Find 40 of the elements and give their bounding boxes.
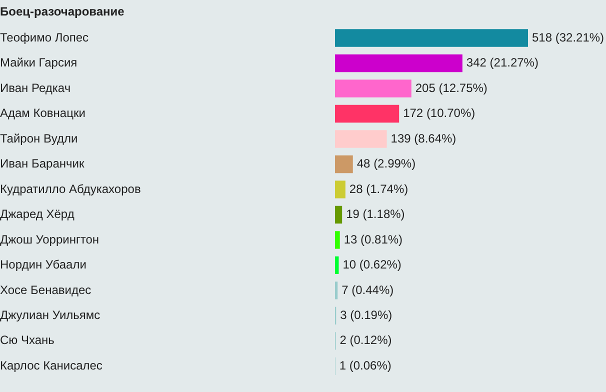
data-label: 13 (0.81%) bbox=[344, 232, 403, 246]
data-label: 205 (12.75%) bbox=[415, 80, 488, 95]
y-tick-label: Адам Ковнацки bbox=[0, 106, 86, 120]
text: Боец-разочарование bbox=[0, 4, 125, 19]
bar bbox=[335, 29, 528, 47]
y-tick-label: Теофимо Лопес bbox=[0, 30, 89, 44]
data-label: 28 (1.74%) bbox=[349, 182, 408, 196]
data-label: 518 (32.21%) bbox=[532, 30, 604, 44]
bar bbox=[335, 155, 353, 174]
bar bbox=[335, 80, 412, 98]
data-label: 1 (0.06%) bbox=[339, 358, 392, 372]
y-tick-label: Нордин Убаали bbox=[0, 258, 86, 272]
y-tick-label: Иван Баранчик bbox=[0, 156, 85, 171]
bar bbox=[335, 104, 400, 123]
bar bbox=[335, 231, 340, 249]
bar bbox=[335, 130, 387, 148]
bar bbox=[335, 180, 346, 198]
y-tick-label: Кудратилло Абдукахоров bbox=[0, 182, 141, 196]
y-tick-label: Тайрон Вудли bbox=[0, 131, 78, 146]
y-tick-label: Джош Уоррингтон bbox=[0, 232, 99, 246]
data-label: 139 (8.64%) bbox=[390, 131, 456, 146]
data-label: 7 (0.44%) bbox=[342, 282, 394, 297]
y-tick-label: Джаред Хёрд bbox=[0, 207, 74, 222]
y-tick-label: Сю Чхань bbox=[0, 333, 54, 348]
data-label: 3 (0.19%) bbox=[340, 308, 392, 322]
y-tick-label: Майки Гарсия bbox=[0, 56, 78, 70]
bar bbox=[335, 54, 462, 72]
y-tick-label: Хосе Бенавидес bbox=[0, 282, 92, 297]
data-label: 2 (0.12%) bbox=[340, 333, 392, 348]
data-label: 48 (2.99%) bbox=[356, 156, 416, 171]
bar bbox=[335, 282, 338, 300]
y-tick-label: Иван Редкач bbox=[0, 80, 71, 95]
data-label: 342 (21.27%) bbox=[466, 56, 538, 70]
data-label: 10 (0.62%) bbox=[342, 258, 402, 272]
data-label: 172 (10.70%) bbox=[403, 106, 476, 120]
y-tick-label: Джулиан Уильямс bbox=[0, 308, 100, 322]
data-label: 19 (1.18%) bbox=[346, 207, 405, 222]
bar bbox=[335, 256, 339, 274]
y-tick-label: Карлос Канисалес bbox=[0, 358, 102, 372]
bar bbox=[335, 206, 342, 224]
